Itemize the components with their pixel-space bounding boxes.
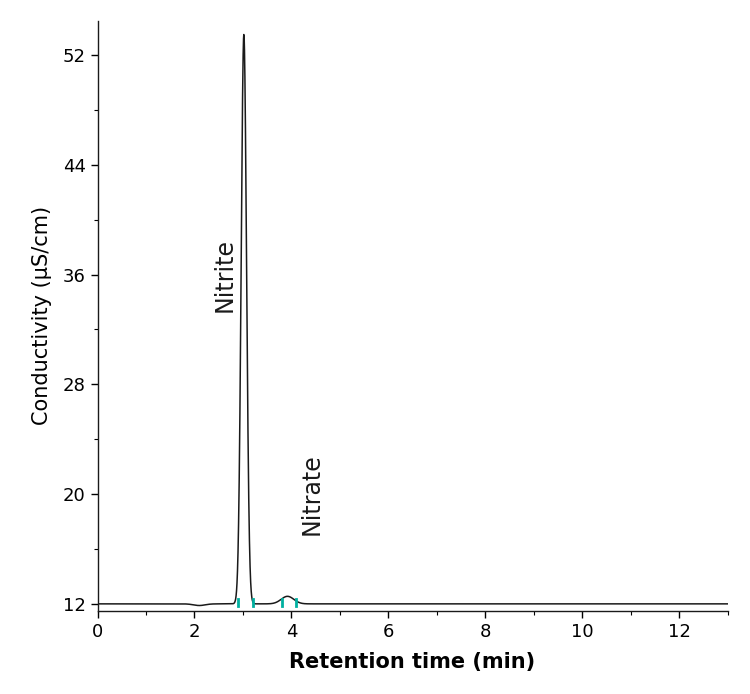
Y-axis label: Conductivity (μS/cm): Conductivity (μS/cm) bbox=[32, 206, 52, 425]
Text: Nitrate: Nitrate bbox=[300, 453, 324, 535]
X-axis label: Retention time (min): Retention time (min) bbox=[290, 652, 536, 672]
Text: Nitrite: Nitrite bbox=[212, 237, 236, 312]
